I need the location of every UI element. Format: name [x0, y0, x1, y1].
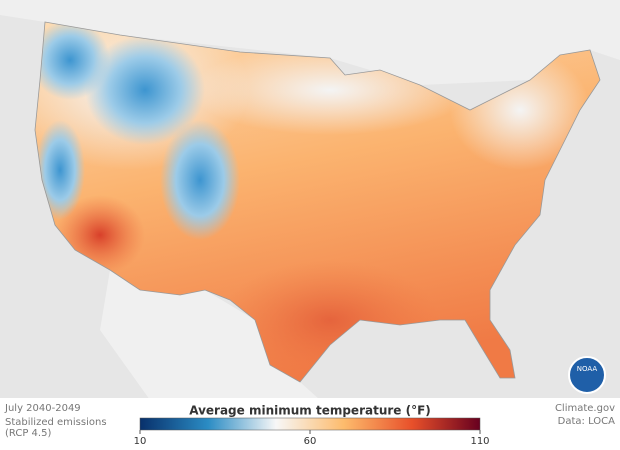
noaa-logo: [568, 356, 606, 394]
source: Climate.gov: [555, 403, 615, 414]
canada: [0, 0, 620, 85]
us-outline: [34, 21, 601, 383]
colorbar-tick-label: 60: [304, 436, 317, 447]
colorbar-tick-label: 110: [470, 436, 489, 447]
colorbar: [139, 417, 481, 431]
scenario: (RCP 4.5): [5, 428, 51, 439]
period: July 2040-2049: [4, 403, 81, 414]
scenario: Stabilized emissions: [5, 417, 107, 428]
colorbar-tick-label: 10: [134, 436, 147, 447]
logo-text: NOAA: [577, 365, 598, 373]
mexico: [100, 270, 320, 400]
legend-title: Average minimum temperature (°F): [189, 404, 431, 418]
data-source: Data: LOCA: [558, 416, 615, 427]
